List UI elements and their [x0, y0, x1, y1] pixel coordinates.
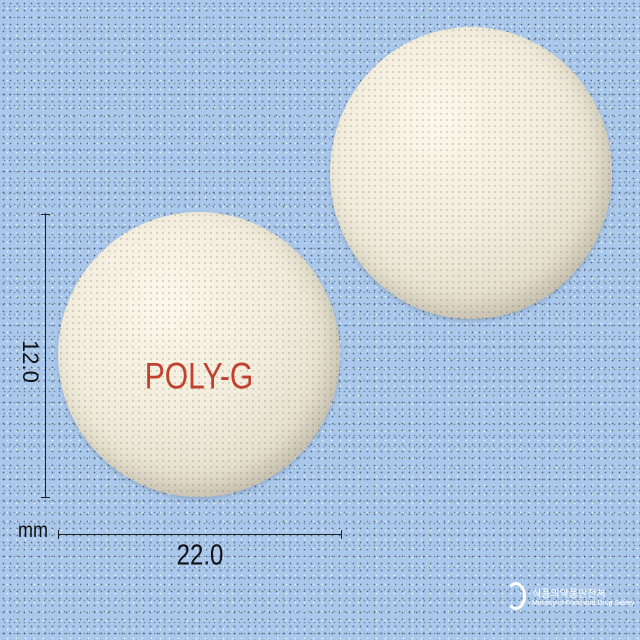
- watermark-english: Ministry of Food and Drug Safety: [532, 600, 635, 607]
- watermark-logo: 식품의약품안전처 Ministry of Food and Drug Safet…: [506, 582, 634, 610]
- mfds-logo-icon: [506, 582, 526, 610]
- width-dimension-cap-left: [58, 530, 59, 539]
- width-dimension-cap-right: [341, 530, 342, 539]
- height-dimension-cap-top: [41, 214, 50, 215]
- height-dimension-label: 12.0: [18, 340, 43, 383]
- height-dimension-line: [45, 214, 46, 498]
- pill-front-side: POLY-G: [58, 212, 340, 497]
- height-dimension-cap-bottom: [41, 497, 50, 498]
- watermark-text: 식품의약품안전처 Ministry of Food and Drug Safet…: [532, 585, 634, 607]
- width-dimension-label: 22.0: [176, 539, 224, 572]
- width-dimension-line: [58, 534, 342, 535]
- pill-back-side: [330, 27, 612, 319]
- pill-imprint: POLY-G: [144, 355, 254, 397]
- watermark-korean: 식품의약품안전처: [532, 589, 606, 600]
- unit-label: mm: [18, 517, 48, 542]
